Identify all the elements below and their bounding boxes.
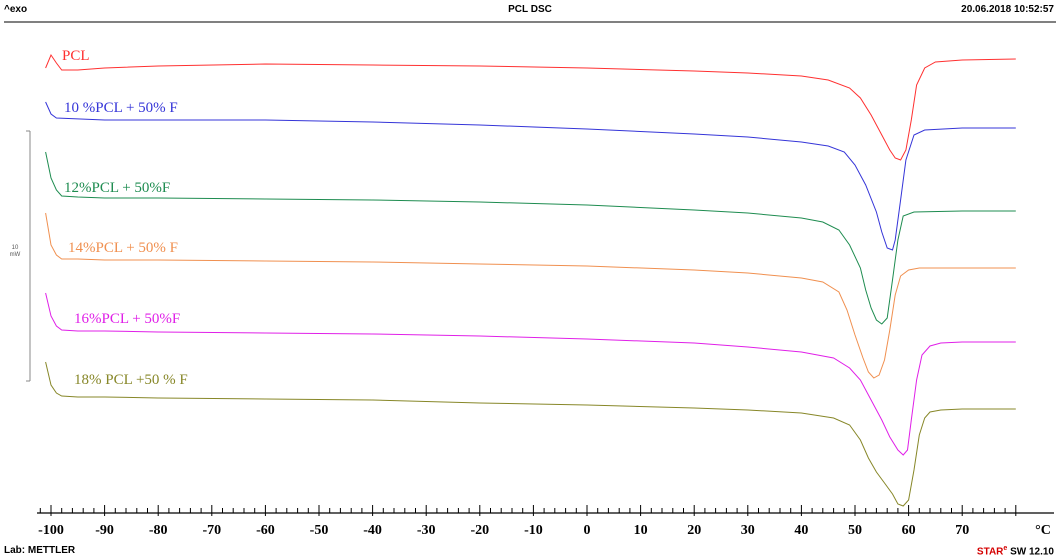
- x-tick-label: -60: [256, 523, 275, 538]
- x-tick-label: 40: [794, 523, 808, 538]
- series-line-2: [45, 101, 1016, 251]
- software-version-text: SW 12.10: [1007, 546, 1054, 558]
- series-line-3: [45, 151, 1016, 325]
- x-tick-label: -30: [417, 523, 436, 538]
- x-tick-label: -80: [149, 523, 168, 538]
- series-line-1: [45, 53, 1016, 161]
- scale-bar: 10 mW: [10, 130, 31, 382]
- x-axis: -100 -90 -80 -70 -60 -50 -40 -30 -20 -10 0 10 20 30 40…: [37, 505, 1054, 538]
- x-tick-label: -20: [470, 523, 489, 538]
- x-tick-label: 60: [902, 523, 916, 538]
- series-line-5: [45, 292, 1016, 456]
- x-tick-label: 50: [848, 523, 862, 538]
- series-label-4: 14%PCL + 50% F: [68, 240, 178, 256]
- x-tick-label: 0: [584, 523, 591, 538]
- software-brand: STAR: [976, 546, 1004, 558]
- series-label-3: 12%PCL + 50%F: [64, 180, 170, 196]
- x-tick-label: -90: [95, 523, 114, 538]
- scale-bar-unit: mW: [10, 252, 21, 258]
- scale-bar-value: 10: [12, 245, 19, 251]
- x-tick-label: -50: [310, 523, 329, 538]
- x-axis-unit: °C: [1035, 523, 1051, 538]
- x-tick-label: -40: [363, 523, 382, 538]
- x-tick-label: -100: [38, 523, 64, 538]
- software-mark: e: [1003, 545, 1008, 552]
- x-tick-label: 20: [687, 523, 701, 538]
- series-line-6: [45, 361, 1016, 507]
- x-tick-label: 70: [955, 523, 969, 538]
- series-label-5: 16%PCL + 50%F: [74, 311, 180, 327]
- lab-label: Lab: METTLER: [4, 545, 76, 556]
- exo-direction-label: ^exo: [4, 4, 28, 15]
- timestamp: 20.06.2018 10:52:57: [961, 4, 1054, 15]
- x-tick-label: 10: [634, 523, 648, 538]
- series-label-6: 18% PCL +50 % F: [74, 372, 188, 388]
- x-tick-label: -10: [524, 523, 543, 538]
- chart-title: PCL DSC: [508, 4, 552, 15]
- x-tick-label: -70: [202, 523, 221, 538]
- series-label-1: PCL: [62, 48, 90, 64]
- x-tick-label: 30: [741, 523, 755, 538]
- series-label-2: 10 %PCL + 50% F: [64, 100, 178, 116]
- series-layer: PCL 10 %PCL + 50% F 12%PCL + 50%F 14%PCL + …: [45, 48, 1016, 507]
- software-version: STARe SW 12.10: [977, 545, 1054, 557]
- series-line-4: [45, 212, 1016, 379]
